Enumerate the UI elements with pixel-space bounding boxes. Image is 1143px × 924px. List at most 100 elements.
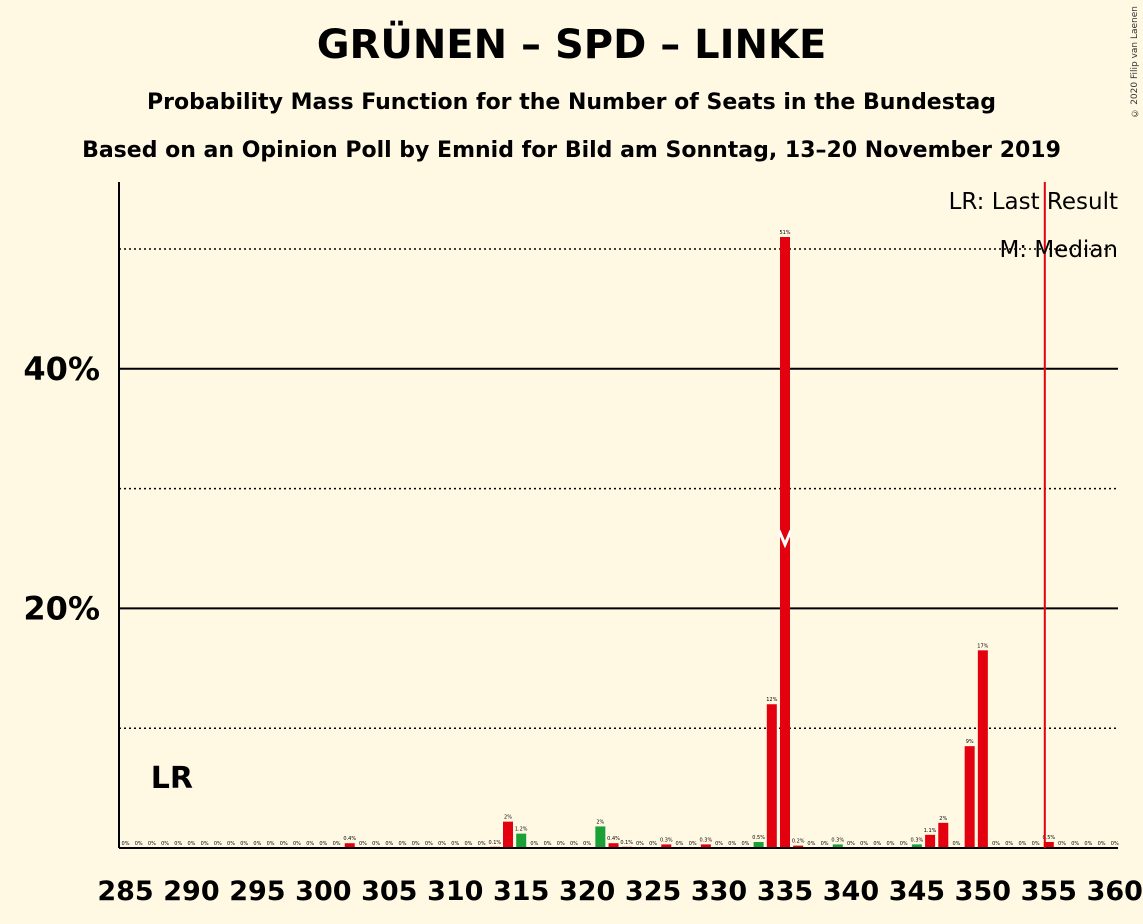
bars-layer [344, 237, 1054, 848]
bar-349 [964, 746, 975, 848]
bar-label-308: 0% [425, 841, 433, 847]
x-tick-315: 315 [493, 876, 549, 907]
bar-label-355: 0.5% [1042, 835, 1055, 841]
bar-label-346: 1.1% [924, 828, 937, 834]
bar-label-348: 0% [953, 841, 961, 847]
bar-label-314: 2% [504, 815, 512, 821]
bar-label-285: 0% [122, 841, 130, 847]
bar-label-341: 0% [860, 841, 868, 847]
bar-label-349: 9% [966, 739, 974, 745]
bar-329 [700, 844, 711, 848]
bar-label-299: 0% [306, 841, 314, 847]
bar-326 [661, 844, 672, 848]
bar-label-324: 0% [636, 841, 644, 847]
bar-label-302: 0.4% [343, 836, 356, 842]
bar-label-339: 0.3% [831, 837, 844, 843]
bar-label-357: 0% [1071, 841, 1079, 847]
bar-label-333: 0.5% [752, 835, 765, 841]
bar-label-292: 0% [214, 841, 222, 847]
x-tick-330: 330 [691, 876, 747, 907]
chart-title: GRÜNEN – SPD – LINKE [316, 22, 827, 68]
x-tick-355: 355 [1021, 876, 1077, 907]
bar-label-358: 0% [1084, 841, 1092, 847]
bar-355 [1043, 842, 1054, 848]
bar-labels-layer: 0% 0% 0% 0% 0% 0% 0% 0% 0% 0% 0% 0% 0% 0% 0% 0% 0% 0.4% 0%… [122, 230, 1119, 847]
bar-339 [832, 844, 843, 848]
legend-median: M: Median [999, 237, 1118, 263]
x-tick-295: 295 [229, 876, 285, 907]
bar-label-304: 0% [372, 841, 380, 847]
bar-label-331: 0% [728, 841, 736, 847]
bar-label-305: 0% [385, 841, 393, 847]
bar-label-291: 0% [201, 841, 209, 847]
bar-label-316: 0% [530, 841, 538, 847]
bar-label-313: 0.1% [488, 840, 501, 846]
bar-label-315: 1.2% [515, 827, 528, 833]
bar-label-312: 0% [478, 841, 486, 847]
bar-label-295: 0% [253, 841, 261, 847]
bar-label-342: 0% [873, 841, 881, 847]
bar-label-306: 0% [399, 841, 407, 847]
bar-333 [753, 842, 764, 848]
bar-label-329: 0.3% [700, 837, 713, 843]
bar-label-340: 0% [847, 841, 855, 847]
bar-label-320: 0% [583, 841, 591, 847]
bar-label-296: 0% [267, 841, 275, 847]
bar-label-328: 0% [689, 841, 697, 847]
bar-label-353: 0% [1018, 841, 1026, 847]
x-tick-300: 300 [295, 876, 351, 907]
bar-label-337: 0% [807, 841, 815, 847]
bar-label-360: 0% [1111, 841, 1119, 847]
chart-subtitle-poll: Based on an Opinion Poll by Emnid for Bi… [82, 138, 1061, 163]
bar-label-288: 0% [161, 841, 169, 847]
axes: 20% 40% 285 290 295 300 305 310 315 320 325 330 335 3… [23, 182, 1143, 907]
bar-label-356: 0% [1058, 841, 1066, 847]
bar-label-335: 51% [779, 230, 790, 236]
bar-label-351: 0% [992, 841, 1000, 847]
bar-302 [344, 843, 355, 848]
bar-label-294: 0% [240, 841, 248, 847]
x-tick-335: 335 [757, 876, 813, 907]
bar-label-359: 0% [1098, 841, 1106, 847]
bar-321 [595, 826, 606, 848]
bar-label-350: 17% [977, 643, 988, 649]
bar-label-325: 0% [649, 841, 657, 847]
bar-label-343: 0% [887, 841, 895, 847]
bar-label-311: 0% [464, 841, 472, 847]
x-tick-350: 350 [955, 876, 1011, 907]
chart-subtitle: Probability Mass Function for the Number… [147, 90, 996, 115]
bar-label-332: 0% [741, 841, 749, 847]
bar-label-310: 0% [451, 841, 459, 847]
x-tick-320: 320 [559, 876, 615, 907]
x-tick-340: 340 [823, 876, 879, 907]
x-tick-305: 305 [361, 876, 417, 907]
bar-322 [608, 843, 619, 848]
bar-label-298: 0% [293, 841, 301, 847]
bar-label-300: 0% [319, 841, 327, 847]
bar-label-303: 0% [359, 841, 367, 847]
bar-label-338: 0% [821, 841, 829, 847]
y-tick-40: 40% [23, 350, 100, 388]
bar-label-319: 0% [570, 841, 578, 847]
bar-label-317: 0% [544, 841, 552, 847]
bar-label-290: 0% [187, 841, 195, 847]
median-marker [777, 529, 793, 549]
bar-label-286: 0% [135, 841, 143, 847]
x-tick-345: 345 [889, 876, 945, 907]
bar-label-322: 0.4% [607, 836, 620, 842]
x-tick-325: 325 [625, 876, 681, 907]
x-tick-285: 285 [97, 876, 153, 907]
bar-label-326: 0.3% [660, 837, 673, 843]
bar-label-318: 0% [557, 841, 565, 847]
bar-label-334: 12% [766, 697, 777, 703]
bar-label-330: 0% [715, 841, 723, 847]
x-tick-360: 360 [1087, 876, 1143, 907]
bar-label-309: 0% [438, 841, 446, 847]
overlay-layer: LR [151, 182, 1046, 848]
bar-label-289: 0% [174, 841, 182, 847]
bar-345 [911, 844, 922, 848]
x-tick-290: 290 [163, 876, 219, 907]
bar-314 [503, 821, 514, 848]
bar-label-345: 0.3% [911, 837, 924, 843]
bar-350 [977, 650, 988, 848]
